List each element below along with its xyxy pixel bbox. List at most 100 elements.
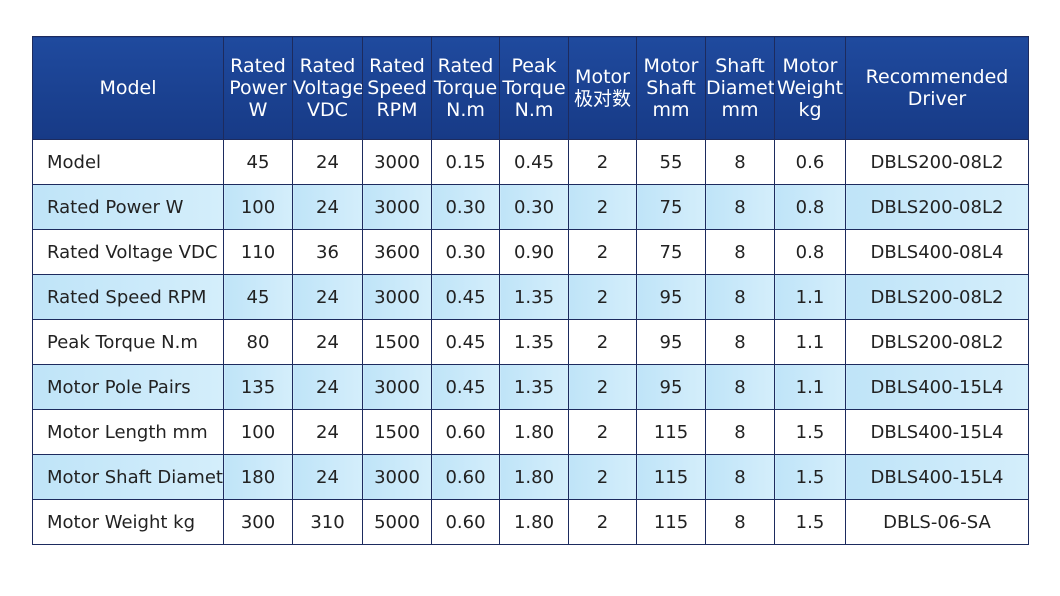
table-cell: 100 [223, 184, 293, 230]
table-cell: 24 [292, 184, 363, 230]
header-line: Speed [367, 77, 427, 99]
header-line: mm [652, 99, 690, 121]
header-line: Motor [782, 55, 838, 77]
header-cell: Motor Weight kg [774, 36, 846, 140]
table-cell: 1.80 [499, 409, 569, 455]
table-cell: 45 [223, 139, 293, 185]
header-line: 极对数 [573, 88, 631, 110]
header-cell: Peak Torque N.m [499, 36, 569, 140]
table-cell: 8 [705, 364, 775, 410]
header-line: Motor [643, 55, 699, 77]
table-cell: 3000 [362, 274, 432, 320]
table-cell: DBLS-06-SA [845, 499, 1029, 545]
table-cell: 2 [568, 319, 637, 365]
table-cell: 115 [636, 454, 706, 500]
header-line: Recommended [865, 66, 1009, 88]
table-cell: DBLS400-15L4 [845, 409, 1029, 455]
table-row: Motor Shaft Diamete 180 24 3000 0.60 1.80 2 115… [32, 454, 1029, 500]
table-cell: 24 [292, 319, 363, 365]
header-line: W [248, 99, 268, 121]
table-cell: 1.1 [774, 319, 846, 365]
table-cell: 0.30 [431, 184, 500, 230]
table-cell: DBLS400-15L4 [845, 454, 1029, 500]
table-cell: 2 [568, 139, 637, 185]
header-line: Rated [437, 55, 494, 77]
table-cell: 1.35 [499, 364, 569, 410]
table-cell: 75 [636, 229, 706, 275]
table-cell: 8 [705, 454, 775, 500]
table-cell: 75 [636, 184, 706, 230]
table-cell: DBLS200-08L2 [845, 139, 1029, 185]
header-line: Rated [299, 55, 356, 77]
row-label: Rated Speed RPM [32, 274, 224, 320]
row-label: Peak Torque N.m [32, 319, 224, 365]
header-line: Motor [575, 66, 630, 88]
header-cell: ShaftDiametermm [705, 36, 775, 140]
header-line: N.m [514, 99, 554, 121]
table-row: Motor Weight kg 300 310 5000 0.60 1.80 2 115 8 1.… [32, 499, 1029, 545]
table-cell: 24 [292, 274, 363, 320]
header-row: Model Rated Power W Rated Voltage VDC Rated Spee… [32, 36, 1029, 140]
table-cell: 2 [568, 499, 637, 545]
table-cell: 0.60 [431, 409, 500, 455]
table-cell: 8 [705, 319, 775, 365]
table-cell: 1.35 [499, 274, 569, 320]
table-cell: 300 [223, 499, 293, 545]
row-label: Motor Length mm [32, 409, 224, 455]
table-cell: 0.30 [499, 184, 569, 230]
table-cell: 3000 [362, 454, 432, 500]
table-cell: 8 [705, 499, 775, 545]
table-cell: 95 [636, 364, 706, 410]
table-cell: 3600 [362, 229, 432, 275]
table-cell: 0.45 [431, 364, 500, 410]
header-cell: Model [32, 36, 224, 140]
header-line: Model [99, 77, 157, 99]
table-cell: 8 [705, 184, 775, 230]
table-cell: 1500 [362, 409, 432, 455]
table-cell: 115 [636, 499, 706, 545]
table-cell: 95 [636, 319, 706, 365]
table-cell: 1.35 [499, 319, 569, 365]
table-cell: 0.45 [431, 319, 500, 365]
table-body: Model 45 24 3000 0.15 0.45 2 55 8 0.6 DBLS200-08L2… [32, 139, 1029, 545]
table-cell: 1.1 [774, 274, 846, 320]
table-cell: 1.80 [499, 454, 569, 500]
table-cell: 24 [292, 139, 363, 185]
table-wrap: Model Rated Power W Rated Voltage VDC Rated Spee… [32, 36, 1029, 545]
table-cell: 24 [292, 364, 363, 410]
table-cell: 2 [568, 454, 637, 500]
row-label: Rated Power W [32, 184, 224, 230]
header-line: kg [798, 99, 822, 121]
table-cell: 0.8 [774, 184, 846, 230]
table-cell: 45 [223, 274, 293, 320]
table-cell: 1.5 [774, 454, 846, 500]
header-line: Shaft [646, 77, 696, 99]
table-row: Rated Power W 100 24 3000 0.30 0.30 2 75 8 0.8 DBL… [32, 184, 1029, 230]
table-cell: 8 [705, 274, 775, 320]
header-line: Voltage [293, 77, 363, 99]
row-label: Model [32, 139, 224, 185]
table-cell: 0.90 [499, 229, 569, 275]
header-cell: Rated Speed RPM [362, 36, 432, 140]
table-cell: 24 [292, 409, 363, 455]
table-cell: 115 [636, 409, 706, 455]
header-line: Weight [776, 77, 844, 99]
header-cell: Rated Torque N.m [431, 36, 500, 140]
header-line: Peak [511, 55, 557, 77]
table-cell: 0.15 [431, 139, 500, 185]
table-cell: 1.1 [774, 364, 846, 410]
table-row: Rated Voltage VDC 110 36 3600 0.30 0.90 2 75 8 0.… [32, 229, 1029, 275]
table-cell: 1.5 [774, 409, 846, 455]
table-cell: 95 [636, 274, 706, 320]
table-cell: DBLS400-08L4 [845, 229, 1029, 275]
table-cell: 2 [568, 274, 637, 320]
table-cell: 8 [705, 139, 775, 185]
header-line: VDC [307, 99, 348, 121]
table-cell: 0.45 [431, 274, 500, 320]
table-cell: 2 [568, 364, 637, 410]
header-cell: Rated Power W [223, 36, 293, 140]
header-line: RPM [376, 99, 418, 121]
row-label: Motor Pole Pairs [32, 364, 224, 410]
table-cell: 8 [705, 229, 775, 275]
table-cell: DBLS200-08L2 [845, 184, 1029, 230]
